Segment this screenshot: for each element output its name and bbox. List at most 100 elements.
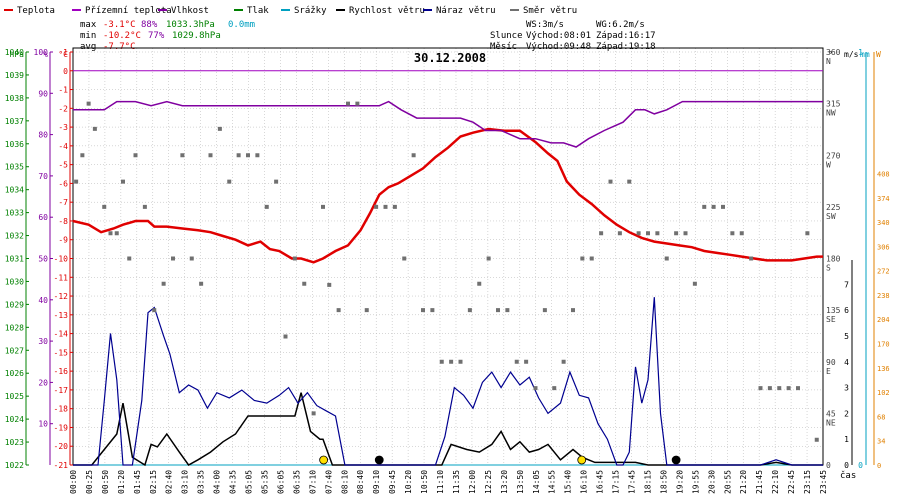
temperature-tick-label: -5 [58,161,68,170]
max-humidity: 88% [141,20,158,30]
x-tick-label: 20:30 [707,470,716,494]
x-tick-label: 14:05 [532,470,541,494]
avg-label: avg [80,42,96,52]
max-label: max [80,20,97,30]
solar-tick-label: 170 [877,341,890,349]
series-náraz-větru [73,297,823,466]
pressure-tick-label: 1024 [5,415,24,424]
pressure-tick-label: 1025 [5,392,24,401]
wind-direction-point [739,231,744,236]
x-tick-label: 20:55 [723,470,732,494]
max-pressure: 1033.3hPa [166,20,215,30]
legend-label: Srážky [294,6,327,16]
x-tick-label: 11:10 [436,470,445,494]
humidity-tick-label: 10 [38,420,48,429]
temperature-axis-label: °C [58,50,68,59]
temperature-tick-label: -8 [58,217,68,226]
direction-tick-dir: NW [826,109,836,118]
min-temp: -10.2°C [103,31,141,41]
wind-direction-point [439,359,444,364]
wind-direction-point [80,153,85,158]
wind-direction-point [302,281,307,286]
humidity-tick-label: 20 [38,378,48,387]
series-layer [72,70,823,467]
wind-direction-point [692,281,697,286]
humidity-tick-label: 30 [38,337,48,346]
markers-layer [319,455,681,465]
wind-direction-point [127,256,132,261]
x-tick-label: 02:15 [149,470,158,494]
wind-tick-label: 2 [844,409,849,418]
moon-set: Západ:19:18 [596,42,656,52]
wind-direction-point [255,153,260,158]
wind-direction-point [505,308,510,313]
x-tick-label: 15:40 [564,470,573,494]
wind-direction-point [514,359,519,364]
wind-direction-point [92,126,97,131]
wind-direction-point [702,204,707,209]
wind-direction-point [236,153,241,158]
solar-tick-label: 238 [877,292,890,300]
solar-axis-label: W [876,50,881,59]
x-tick-label: 14:55 [548,470,557,494]
solar-tick-label: 204 [877,316,890,324]
x-tick-label: 02:40 [165,470,174,494]
wind-direction-point [561,359,566,364]
solar-tick-label: 136 [877,365,890,373]
wind-axis-label: m/s [844,50,859,59]
series-teplota [72,127,823,264]
temperature-tick-label: -7 [58,198,68,207]
wind-direction-point [327,282,332,287]
temperature-tick-label: -15 [54,348,69,357]
x-tick-label: 08:40 [356,470,365,494]
wind-direction-point [355,101,360,106]
x-tick-label: 13:50 [516,470,525,494]
wind-direction-point [102,204,107,209]
x-tick-label: 23:45 [819,470,828,494]
sun-set: Západ:16:17 [596,31,656,41]
direction-tick-dir: N [826,57,831,66]
humidity-tick-label: 60 [38,213,48,222]
wind-direction-point [749,256,754,261]
humidity-tick-label: 80 [38,131,48,140]
temperature-tick-label: -2 [58,104,68,113]
direction-tick-dir: S [826,264,831,273]
temperature-tick-label: -3 [58,123,68,132]
pressure-tick-label: 1028 [5,323,24,332]
wind-direction-point [655,231,660,236]
temperature-tick-label: -9 [58,236,68,245]
wind-direction-point [571,308,575,313]
x-tick-label: 19:55 [691,470,700,494]
wind-tick-label: 7 [844,280,849,289]
plot-frame [72,47,824,466]
x-tick-label: 17:45 [628,470,637,494]
direction-axis-label: ° [828,50,833,59]
wind-direction-point [246,153,250,158]
pressure-tick-label: 1026 [5,369,24,378]
temperature-tick-label: -4 [58,142,68,151]
rain-total: 0.0mm [228,20,255,30]
wind-direction-point [208,153,213,158]
x-tick-label: 00:25 [85,470,94,494]
legend: Teplota Přízemní teplota Vlhkost Tlak Srážky… [4,6,577,16]
wind-tick-label: 5 [844,332,849,341]
direction-tick-label: 90 [826,358,836,367]
solar-tick-label: 408 [877,170,890,178]
wind-direction-point [199,281,204,286]
humidity-axis-label: % [43,50,48,59]
wind-direction-point [524,359,529,364]
wind-direction-point [664,256,669,261]
rain-tick-label: 0 [858,461,863,470]
x-tick-label: 04:35 [229,470,238,494]
wind-direction-point [449,359,454,364]
solar-tick-label: 374 [877,195,890,203]
x-tick-label: 11:35 [452,470,461,494]
wind-direction-point [608,179,613,184]
wind-tick-label: 6 [844,306,849,315]
wind-direction-point [108,231,113,236]
direction-tick-dir: E [826,367,831,376]
x-tick-label: 04:00 [213,470,222,494]
wind-direction-point [346,101,350,106]
wind-direction-point [430,308,435,313]
